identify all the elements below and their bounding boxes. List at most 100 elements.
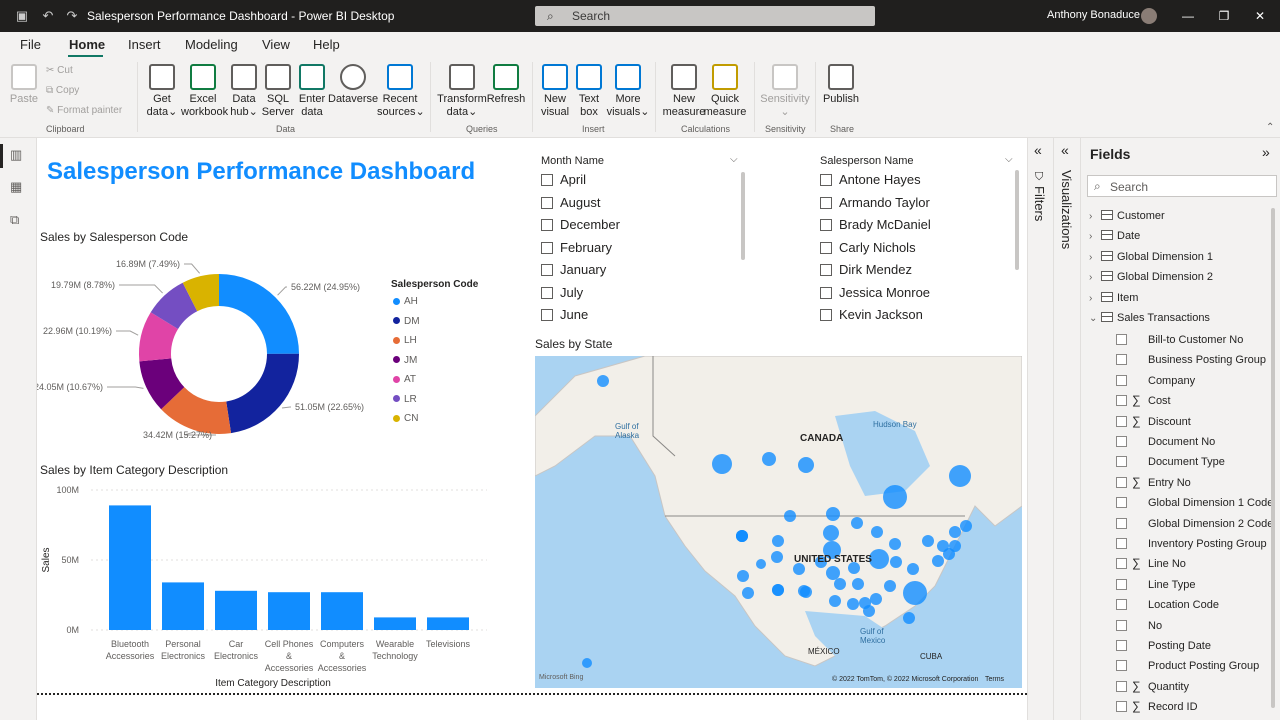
salesperson-slicer-item[interactable]: Antone Hayes	[820, 172, 921, 187]
donut-slice-lh[interactable]	[161, 387, 232, 434]
salesperson-slicer-item[interactable]: Jessica Monroe	[820, 285, 930, 300]
cut-button[interactable]: ✂ Cut	[46, 65, 73, 76]
checkbox[interactable]	[1116, 640, 1127, 651]
tab-home[interactable]: Home	[69, 37, 106, 52]
user-name[interactable]: Anthony Bonaduce	[1047, 9, 1140, 21]
map-bubble[interactable]	[847, 598, 859, 610]
checkbox[interactable]	[820, 174, 832, 186]
collapse-icon[interactable]: »	[1262, 144, 1270, 160]
checkbox[interactable]	[1116, 558, 1127, 570]
chevron-down-icon[interactable]: ⌵	[730, 154, 738, 165]
more-visuals-button[interactable]: More visuals⌄	[605, 64, 651, 119]
bar[interactable]	[268, 592, 310, 630]
map-bubble[interactable]	[863, 605, 875, 617]
checkbox[interactable]	[820, 219, 832, 231]
visualizations-pane-collapsed[interactable]: « Visualizations	[1053, 138, 1080, 720]
publish-button[interactable]: Publish	[819, 64, 863, 106]
bar[interactable]	[321, 592, 363, 630]
checkbox[interactable]	[541, 219, 553, 231]
quick-measure-button[interactable]: Quick measure	[703, 64, 747, 119]
text-box-button[interactable]: Text box	[567, 64, 611, 119]
donut-slice-cn[interactable]	[182, 274, 219, 312]
checkbox[interactable]	[1116, 456, 1127, 468]
salesperson-slicer-item[interactable]: Carly Nichols	[820, 240, 916, 255]
model-view-icon[interactable]: ⧉	[10, 212, 20, 227]
checkbox[interactable]	[1116, 436, 1127, 447]
month-slicer-item[interactable]: February	[541, 240, 612, 255]
salesperson-slicer-item[interactable]: Dirk Mendez	[820, 262, 912, 277]
salesperson-slicer-item[interactable]: Brady McDaniel	[820, 217, 931, 232]
donut-slice-ah[interactable]	[219, 274, 299, 354]
checkbox[interactable]	[541, 286, 553, 299]
collapse-ribbon-icon[interactable]: ⌃	[1266, 122, 1275, 133]
checkbox[interactable]	[820, 286, 832, 299]
chevron-right-icon[interactable]: ›	[1089, 272, 1093, 284]
checkbox[interactable]	[820, 196, 832, 209]
checkbox[interactable]	[1116, 578, 1127, 590]
get-data-button[interactable]: Get data⌄	[140, 64, 184, 119]
checkbox[interactable]	[1116, 538, 1127, 549]
map-bubble[interactable]	[798, 585, 810, 597]
donut-chart[interactable]: 56.22M (24.95%) 51.05M (22.65%) 34.42M (15…	[37, 254, 387, 454]
map-bubble[interactable]	[922, 535, 934, 547]
close-icon[interactable]: ✕	[1254, 9, 1266, 23]
sales-by-state-map[interactable]: CANADA UNITED STATES MÉXICO CUBA Hudson …	[535, 356, 1022, 688]
map-bubble[interactable]	[826, 566, 840, 580]
checkbox[interactable]	[541, 174, 553, 186]
donut-slice-jm[interactable]	[139, 358, 185, 410]
checkbox[interactable]	[1116, 599, 1127, 611]
data-hub-button[interactable]: Data hub⌄	[222, 64, 266, 119]
minimize-icon[interactable]: —	[1182, 9, 1194, 23]
donut-slice-dm[interactable]	[226, 353, 299, 434]
legend-item[interactable]: AH	[393, 296, 418, 307]
map-bubble[interactable]	[871, 526, 883, 538]
checkbox[interactable]	[541, 309, 553, 321]
salesperson-slicer-item[interactable]: Armando Taylor	[820, 195, 930, 210]
map-bubble[interactable]	[943, 548, 955, 560]
map-bubble[interactable]	[772, 535, 784, 547]
salesperson-slicer-item[interactable]: Kevin Jackson	[820, 307, 923, 322]
map-bubble[interactable]	[737, 570, 749, 582]
new-measure-button[interactable]: New measure	[662, 64, 706, 119]
map-bubble[interactable]	[869, 549, 889, 569]
chevron-right-icon[interactable]: ›	[1089, 251, 1093, 263]
map-bubble[interactable]	[848, 562, 860, 574]
dataverse-button[interactable]: Dataverse	[328, 64, 378, 106]
transform-data-button[interactable]: Transform data⌄	[437, 64, 487, 119]
map-bubble[interactable]	[890, 556, 902, 568]
legend-item[interactable]: LR	[393, 394, 417, 405]
chevron-right-icon[interactable]: ›	[1089, 292, 1093, 304]
excel-workbook-button[interactable]: Excel workbook	[181, 64, 228, 119]
bar-chart[interactable]: 0M 50M 100M Bluetooth Accessories Personal Ele…	[37, 480, 497, 692]
enter-data-button[interactable]: Enter data	[290, 64, 334, 119]
chevron-down-icon[interactable]: ⌄	[1089, 313, 1098, 324]
tab-view[interactable]: View	[262, 37, 290, 52]
checkbox[interactable]	[1116, 701, 1127, 713]
bar[interactable]	[162, 582, 204, 630]
fields-scrollbar[interactable]	[1271, 208, 1275, 708]
checkbox[interactable]	[1116, 415, 1127, 427]
copy-button[interactable]: ⧉ Copy	[46, 85, 79, 96]
filters-pane-collapsed[interactable]: « ⛉ Filters	[1027, 138, 1053, 720]
map-bubble[interactable]	[884, 580, 896, 592]
month-slicer-item[interactable]: June	[541, 307, 588, 322]
map-bubble[interactable]	[870, 593, 882, 605]
map-bubble[interactable]	[712, 454, 732, 474]
new-visual-button[interactable]: New visual	[533, 64, 577, 119]
legend-item[interactable]: DM	[393, 316, 420, 327]
map-bubble[interactable]	[772, 584, 784, 596]
map-bubble[interactable]	[883, 485, 907, 509]
checkbox[interactable]	[541, 241, 553, 254]
fields-table-item[interactable]: › Global Dimension 2	[1089, 271, 1213, 283]
checkbox[interactable]	[1116, 497, 1127, 509]
map-bubble[interactable]	[793, 563, 805, 575]
recent-sources-button[interactable]: Recent sources⌄	[377, 64, 425, 119]
undo-icon[interactable]: ↶	[42, 8, 54, 23]
checkbox[interactable]	[820, 309, 832, 321]
fields-table-item[interactable]: › Date	[1089, 230, 1140, 242]
paste-button[interactable]: Paste	[2, 64, 46, 106]
donut-slice-at[interactable]	[139, 312, 179, 362]
redo-icon[interactable]: ↷	[66, 8, 78, 23]
map-bubble[interactable]	[852, 578, 864, 590]
checkbox[interactable]	[1116, 517, 1127, 529]
